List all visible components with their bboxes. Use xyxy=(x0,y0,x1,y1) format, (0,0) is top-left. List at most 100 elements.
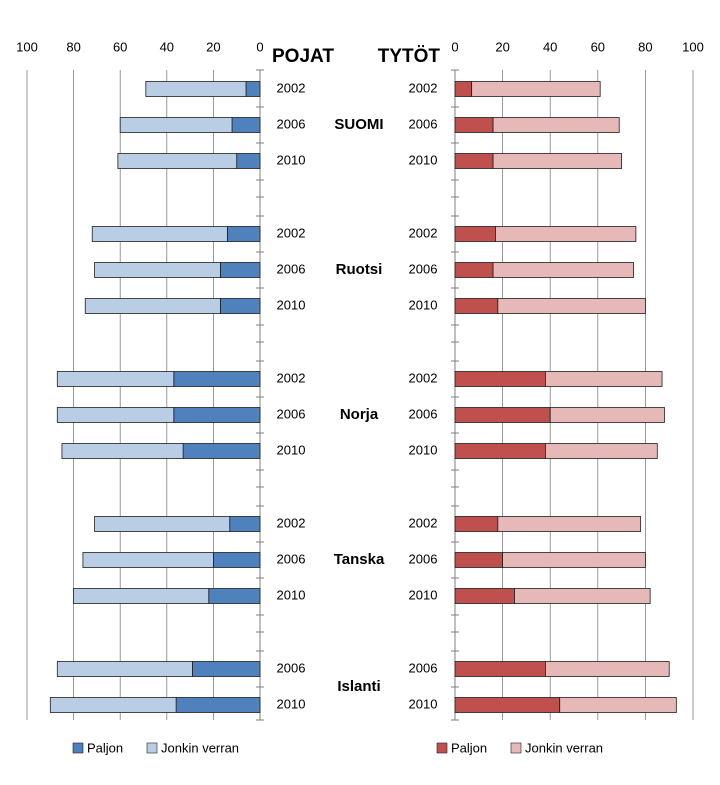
bar-segment-paljon xyxy=(208,588,261,604)
bar-segment-paljon xyxy=(454,588,515,604)
legend-swatch xyxy=(510,742,522,754)
panel-title: POJAT xyxy=(272,46,334,67)
bar-segment-paljon xyxy=(454,262,494,278)
bar-segment-paljon xyxy=(454,153,494,169)
bar-segment-jonkin-verran xyxy=(559,697,677,713)
bar-segment-paljon xyxy=(229,516,261,532)
x-tick-label: 60 xyxy=(113,39,127,54)
bar-segment-jonkin-verran xyxy=(492,153,622,169)
bar-segment-paljon xyxy=(245,81,261,97)
bar-segment-jonkin-verran xyxy=(497,298,646,314)
year-label: 2002 xyxy=(277,370,306,385)
bar-segment-jonkin-verran xyxy=(119,117,233,133)
bar-segment-paljon xyxy=(219,298,261,314)
bar-segment-jonkin-verran xyxy=(73,588,210,604)
bar-segment-jonkin-verran xyxy=(495,226,637,242)
bar-segment-jonkin-verran xyxy=(514,588,651,604)
bar-segment-paljon xyxy=(454,226,496,242)
year-label: 2006 xyxy=(409,660,438,675)
year-label: 2006 xyxy=(409,406,438,421)
bar-segment-jonkin-verran xyxy=(145,81,247,97)
bar-segment-paljon xyxy=(454,298,499,314)
year-label: 2010 xyxy=(277,696,306,711)
panel-title: TYTÖT xyxy=(378,46,441,67)
boys-panel: 100 80 60 40 20 0 POJAT 2002 2006 2010 2002 2006 201… xyxy=(16,39,334,755)
x-tick-label: 40 xyxy=(543,39,557,54)
bar-segment-jonkin-verran xyxy=(56,407,175,423)
legend-label: Jonkin verran xyxy=(161,740,239,755)
bar-segment-jonkin-verran xyxy=(61,443,184,459)
year-label: 2010 xyxy=(409,297,438,312)
bar-segment-jonkin-verran xyxy=(117,153,238,169)
bar-segment-jonkin-verran xyxy=(82,552,214,568)
bar-segment-paljon xyxy=(226,226,261,242)
bar-segment-jonkin-verran xyxy=(549,407,665,423)
year-label: 2010 xyxy=(409,152,438,167)
x-tick-label: 20 xyxy=(495,39,509,54)
bar-segment-jonkin-verran xyxy=(56,661,193,677)
bar-segment-jonkin-verran xyxy=(502,552,646,568)
bar-segment-paljon xyxy=(231,117,261,133)
x-tick-label: 20 xyxy=(206,39,220,54)
bar-segment-jonkin-verran xyxy=(49,697,177,713)
legend-swatch xyxy=(146,742,158,754)
bar-segment-jonkin-verran xyxy=(91,226,228,242)
bar-segment-jonkin-verran xyxy=(56,371,175,387)
country-label: SUOMI xyxy=(334,116,383,133)
country-labels: SUOMI Ruotsi Norja Tanska Islanti xyxy=(334,116,385,695)
bar-segment-jonkin-verran xyxy=(94,516,231,532)
year-label: 2002 xyxy=(277,515,306,530)
bar-segment-paljon xyxy=(212,552,261,568)
country-label: Ruotsi xyxy=(336,261,383,278)
bar-segment-jonkin-verran xyxy=(497,516,642,532)
year-label: 2010 xyxy=(277,152,306,167)
bar-segment-paljon xyxy=(454,407,551,423)
year-label: 2010 xyxy=(409,442,438,457)
year-label: 2006 xyxy=(409,551,438,566)
bar-segment-paljon xyxy=(182,443,261,459)
bar-segment-paljon xyxy=(454,552,503,568)
bar-segment-jonkin-verran xyxy=(471,81,601,97)
bar-segment-paljon xyxy=(454,661,546,677)
year-label: 2010 xyxy=(277,442,306,457)
year-label: 2010 xyxy=(409,587,438,602)
bar-segment-paljon xyxy=(454,81,473,97)
bar-segment-jonkin-verran xyxy=(545,443,658,459)
x-tick-label: 0 xyxy=(451,39,458,54)
girls-panel: 0 20 40 60 80 100 TYTÖT 2002 2006 2010 2002 2006 201… xyxy=(378,39,704,755)
bar-segment-paljon xyxy=(454,516,499,532)
bar-segment-paljon xyxy=(219,262,261,278)
legend-swatch xyxy=(436,742,448,754)
year-label: 2006 xyxy=(277,116,306,131)
bar-segment-paljon xyxy=(454,117,494,133)
country-label: Tanska xyxy=(334,551,385,568)
bar-segment-paljon xyxy=(192,661,261,677)
bar-segment-jonkin-verran xyxy=(492,262,634,278)
x-tick-label: 80 xyxy=(638,39,652,54)
bar-segment-jonkin-verran xyxy=(492,117,620,133)
year-label: 2002 xyxy=(277,225,306,240)
year-label: 2006 xyxy=(277,261,306,276)
bar-segment-paljon xyxy=(236,153,261,169)
year-label: 2006 xyxy=(409,116,438,131)
bar-segment-paljon xyxy=(454,371,546,387)
year-label: 2002 xyxy=(409,225,438,240)
year-label: 2006 xyxy=(277,551,306,566)
year-label: 2010 xyxy=(277,587,306,602)
country-label: Islanti xyxy=(337,678,380,695)
year-label: 2006 xyxy=(277,406,306,421)
legend-label: Paljon xyxy=(87,740,123,755)
legend-label: Paljon xyxy=(451,740,487,755)
x-tick-label: 80 xyxy=(66,39,80,54)
bar-segment-jonkin-verran xyxy=(84,298,221,314)
x-tick-label: 60 xyxy=(591,39,605,54)
year-label: 2006 xyxy=(277,660,306,675)
bar-segment-jonkin-verran xyxy=(545,371,663,387)
bar-segment-jonkin-verran xyxy=(545,661,670,677)
bar-segment-paljon xyxy=(454,697,561,713)
x-tick-label: 0 xyxy=(256,39,263,54)
x-tick-label: 40 xyxy=(160,39,174,54)
x-tick-label: 100 xyxy=(682,39,704,54)
x-tick-label: 100 xyxy=(16,39,38,54)
